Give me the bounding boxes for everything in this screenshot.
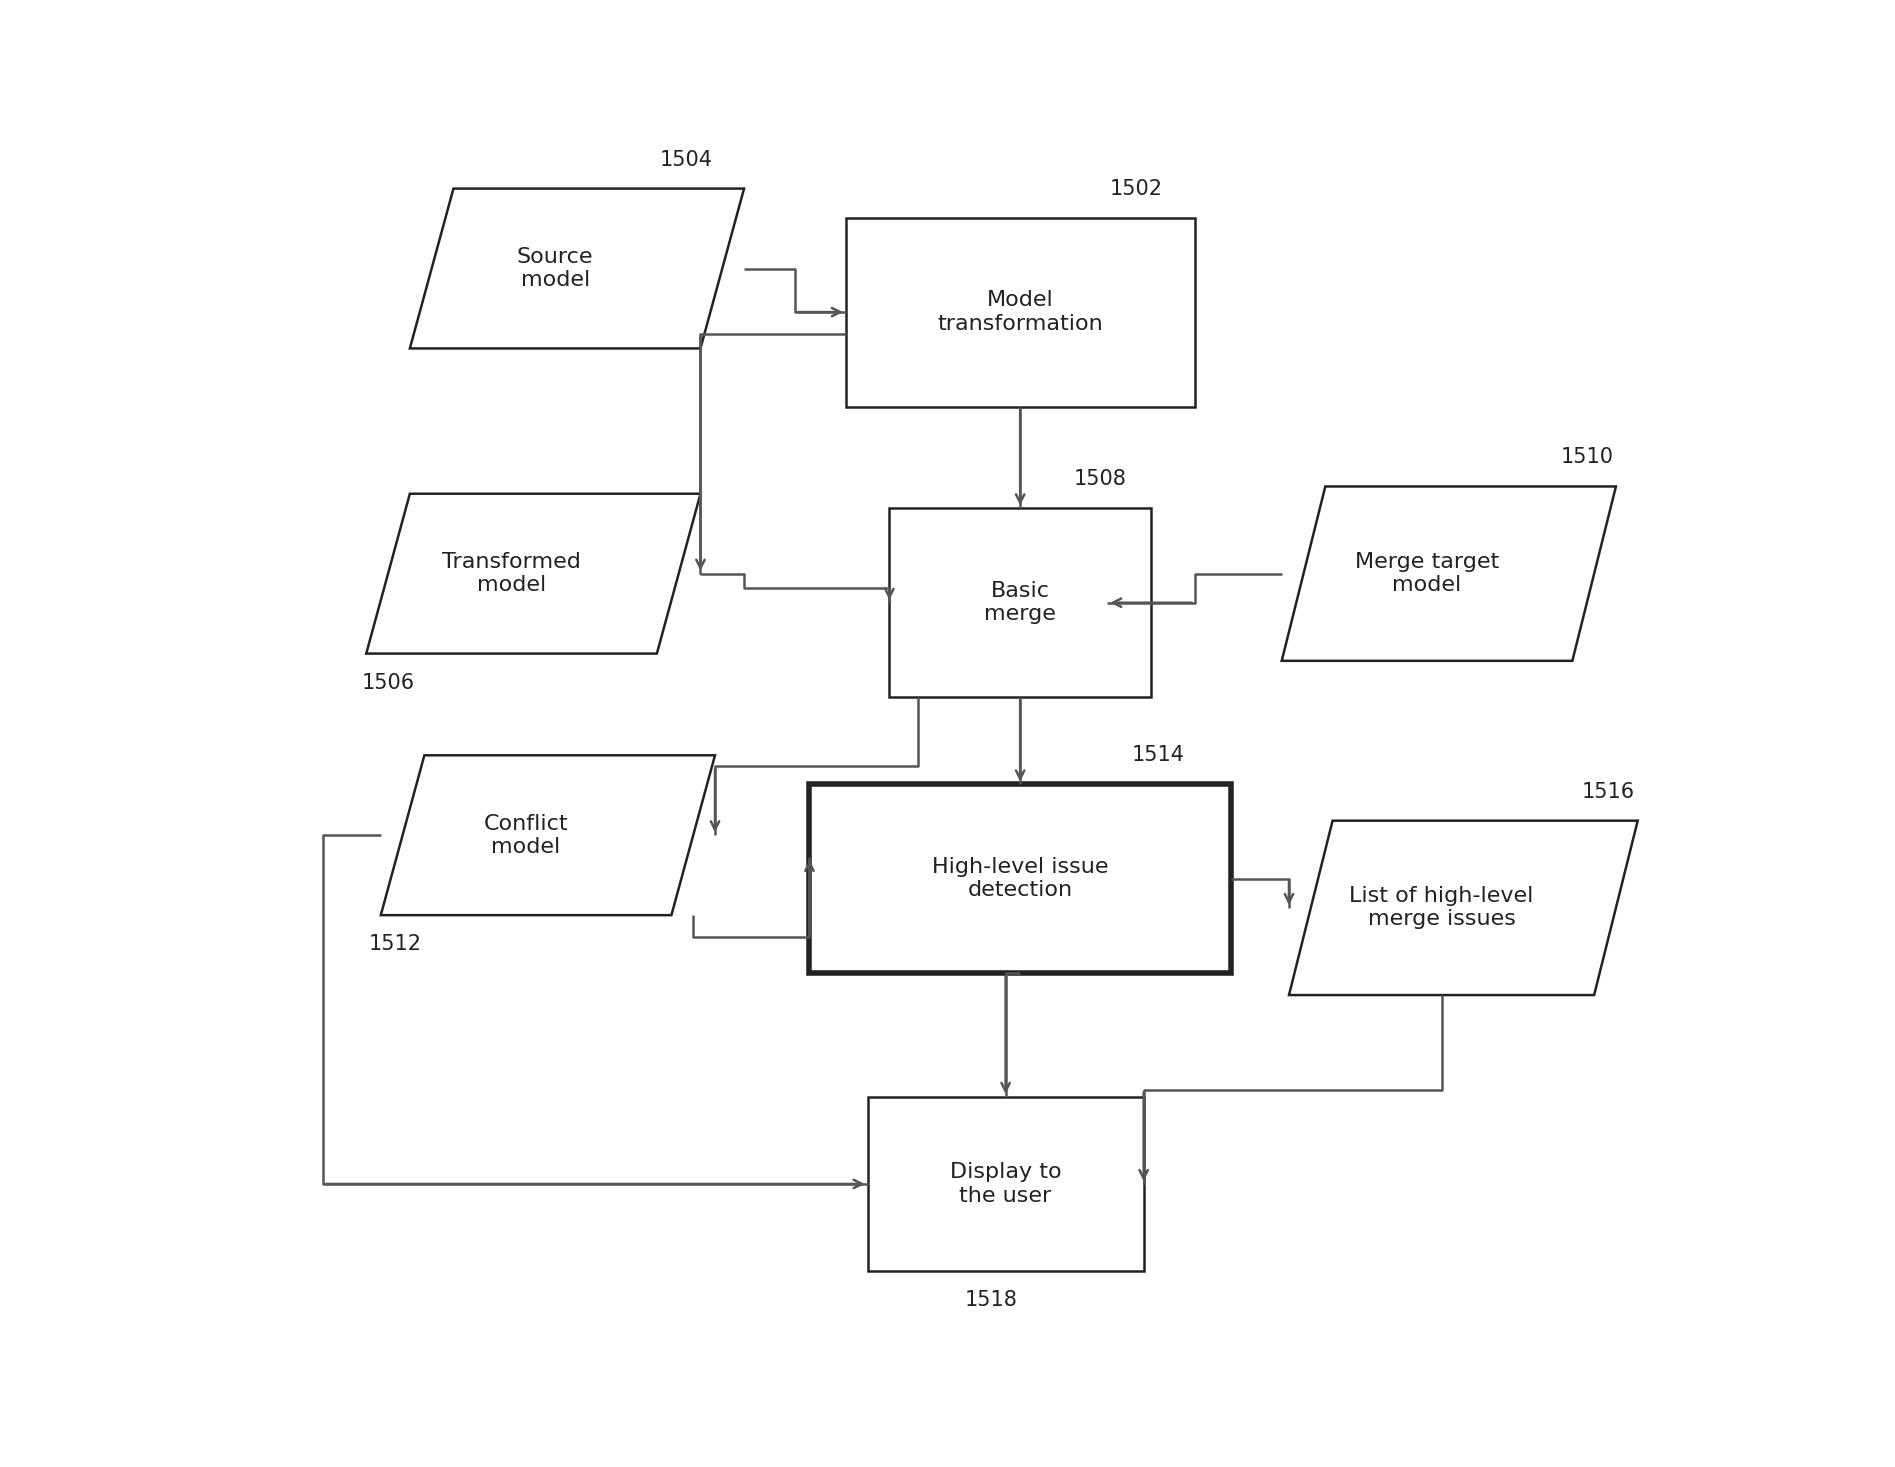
- Text: 1518: 1518: [965, 1289, 1018, 1310]
- Polygon shape: [1289, 820, 1637, 995]
- Text: Model
transformation: Model transformation: [938, 290, 1103, 333]
- Text: 1516: 1516: [1582, 782, 1635, 801]
- Text: 1502: 1502: [1110, 179, 1164, 198]
- Bar: [845, 217, 1194, 406]
- Bar: [868, 1097, 1145, 1270]
- Text: 1504: 1504: [659, 150, 713, 170]
- Text: Display to
the user: Display to the user: [949, 1162, 1061, 1206]
- Polygon shape: [381, 756, 714, 915]
- Text: 1506: 1506: [362, 673, 415, 692]
- Bar: [889, 508, 1150, 697]
- Text: List of high-level
merge issues: List of high-level merge issues: [1349, 886, 1533, 930]
- Polygon shape: [409, 189, 745, 349]
- Bar: [809, 785, 1232, 973]
- Text: 1508: 1508: [1074, 469, 1126, 489]
- Text: Source
model: Source model: [517, 246, 593, 290]
- Text: 1512: 1512: [370, 934, 423, 954]
- Polygon shape: [366, 494, 701, 654]
- Text: 1514: 1514: [1131, 745, 1184, 766]
- Polygon shape: [1281, 487, 1616, 660]
- Text: Basic
merge: Basic merge: [984, 581, 1056, 625]
- Text: High-level issue
detection: High-level issue detection: [932, 857, 1109, 901]
- Text: Transformed
model: Transformed model: [442, 552, 582, 596]
- Text: 1510: 1510: [1560, 447, 1613, 468]
- Text: Merge target
model: Merge target model: [1355, 552, 1499, 596]
- Text: Conflict
model: Conflict model: [483, 814, 568, 857]
